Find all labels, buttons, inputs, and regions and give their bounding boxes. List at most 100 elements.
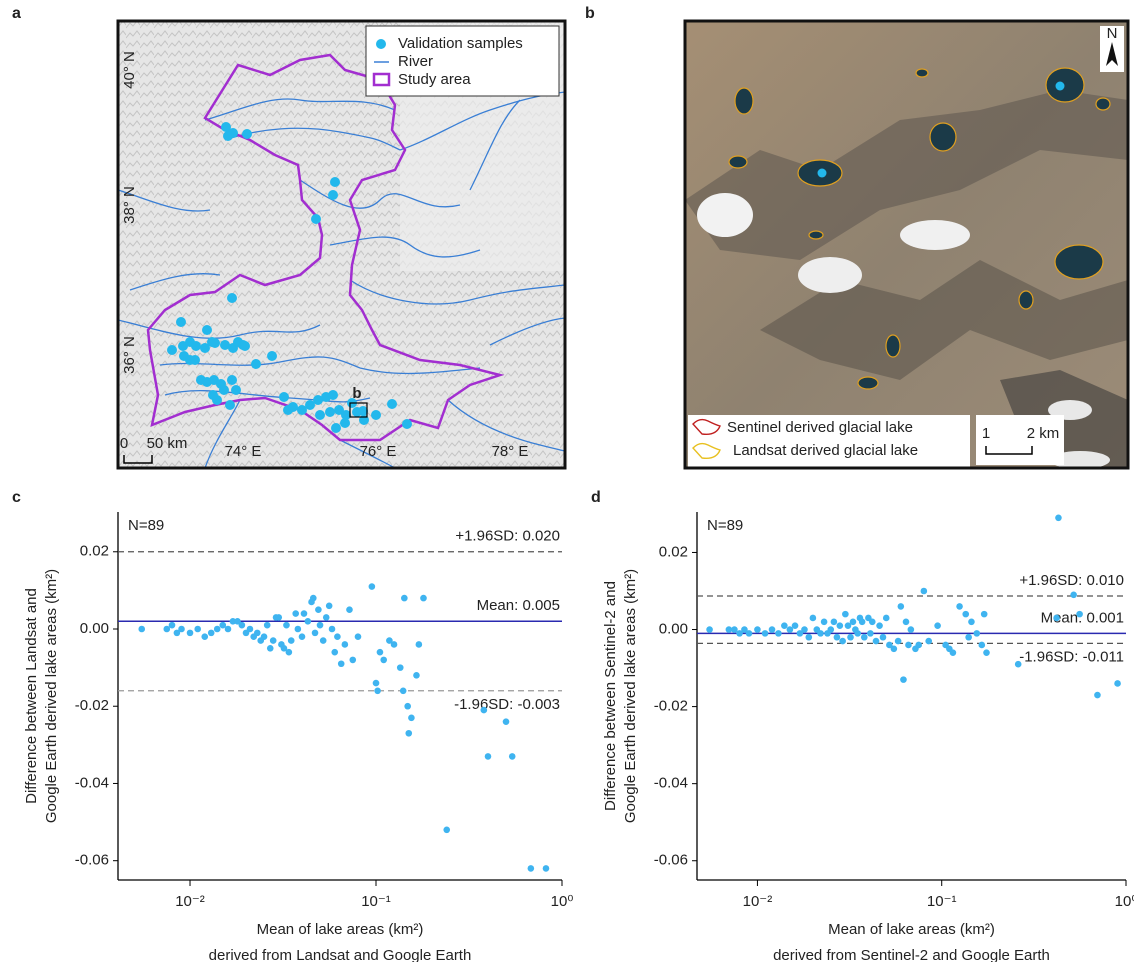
point [876,622,883,629]
point [847,634,854,641]
point [301,610,308,617]
point [962,611,969,618]
point [420,595,427,602]
validation-sample [288,402,298,412]
point [338,660,345,667]
point [408,715,415,722]
point [355,633,362,640]
panel-b: b N [585,5,1128,469]
x-tick-label: 10⁻¹ [927,893,957,910]
figure: a b [0,0,1134,962]
point [261,633,268,640]
point [775,630,782,637]
panel-label: b [585,5,595,22]
validation-sample [1056,82,1065,91]
lat-label: 40° N [121,51,138,89]
point [839,638,846,645]
point [1055,514,1062,521]
validation-sample [219,385,229,395]
point [895,638,902,645]
annotation: N=89 [128,517,164,534]
x-tick-label: 10⁻¹ [361,893,391,910]
point [299,633,306,640]
validation-sample [371,410,381,420]
point [329,626,336,633]
y-axis-label: Google Earth derived lake areas (km²) [622,569,639,823]
point [859,619,866,626]
panel-label: c [12,489,21,506]
point [481,707,488,714]
point [323,614,330,621]
point [805,634,812,641]
validation-sample [207,337,217,347]
point [1070,592,1077,599]
validation-sample [208,390,218,400]
map-legend: Validation samples River Study area [366,26,559,96]
point [968,619,975,626]
x-tick-label: 10⁰ [1115,893,1134,910]
legend-label: Landsat derived glacial lake [733,442,918,459]
y-tick-label: 0.00 [80,620,109,637]
x-axis-label: derived from Landsat and Google Earth [209,947,472,962]
reference-label: -1.96SD: -0.011 [1019,648,1124,665]
panel-label: a [12,5,21,22]
point [443,827,450,834]
validation-sample [279,392,289,402]
point [956,603,963,610]
point [342,641,349,648]
validation-sample [202,325,212,335]
validation-sample [225,400,235,410]
y-axis-label: Google Earth derived lake areas (km²) [43,569,60,823]
point [334,633,341,640]
y-tick-label: 0.02 [80,543,109,560]
legend-label: Sentinel derived glacial lake [727,419,913,436]
point [837,622,844,629]
point [831,619,838,626]
point [283,622,290,629]
point [397,664,404,671]
point [1076,611,1083,618]
y-tick-label: 0.00 [659,620,688,637]
point [801,626,808,633]
point [485,753,492,760]
point [377,649,384,656]
point [169,622,176,629]
validation-sample [311,214,321,224]
point [286,649,293,656]
y-tick-label: -0.06 [75,852,109,869]
validation-sample [227,375,237,385]
y-tick-label: 0.02 [659,543,688,560]
point [326,603,333,610]
inset-label: b [352,385,361,402]
validation-sample [328,390,338,400]
point [194,626,201,633]
annotation: N=89 [707,517,743,534]
y-axis-label: Difference between Sentinel-2 and [602,581,619,811]
validation-sample [167,345,177,355]
point [264,622,271,629]
point [915,642,922,649]
point [315,606,322,613]
validation-sample [191,341,201,351]
point [374,687,381,694]
validation-sample [267,351,277,361]
point [908,626,915,633]
point [781,622,788,629]
point [1114,680,1121,687]
point [187,630,194,637]
point [983,649,990,656]
y-tick-label: -0.04 [654,775,688,792]
point [891,645,898,652]
point [413,672,420,679]
point [965,634,972,641]
reference-label: -1.96SD: -0.003 [454,696,560,713]
point [861,634,868,641]
x-tick-label: 10⁻² [743,893,773,910]
scale-label: 50 km [147,435,188,452]
point [305,618,312,625]
point [295,626,302,633]
point [792,622,799,629]
point [883,615,890,622]
point [543,865,550,872]
validation-sample [240,341,250,351]
